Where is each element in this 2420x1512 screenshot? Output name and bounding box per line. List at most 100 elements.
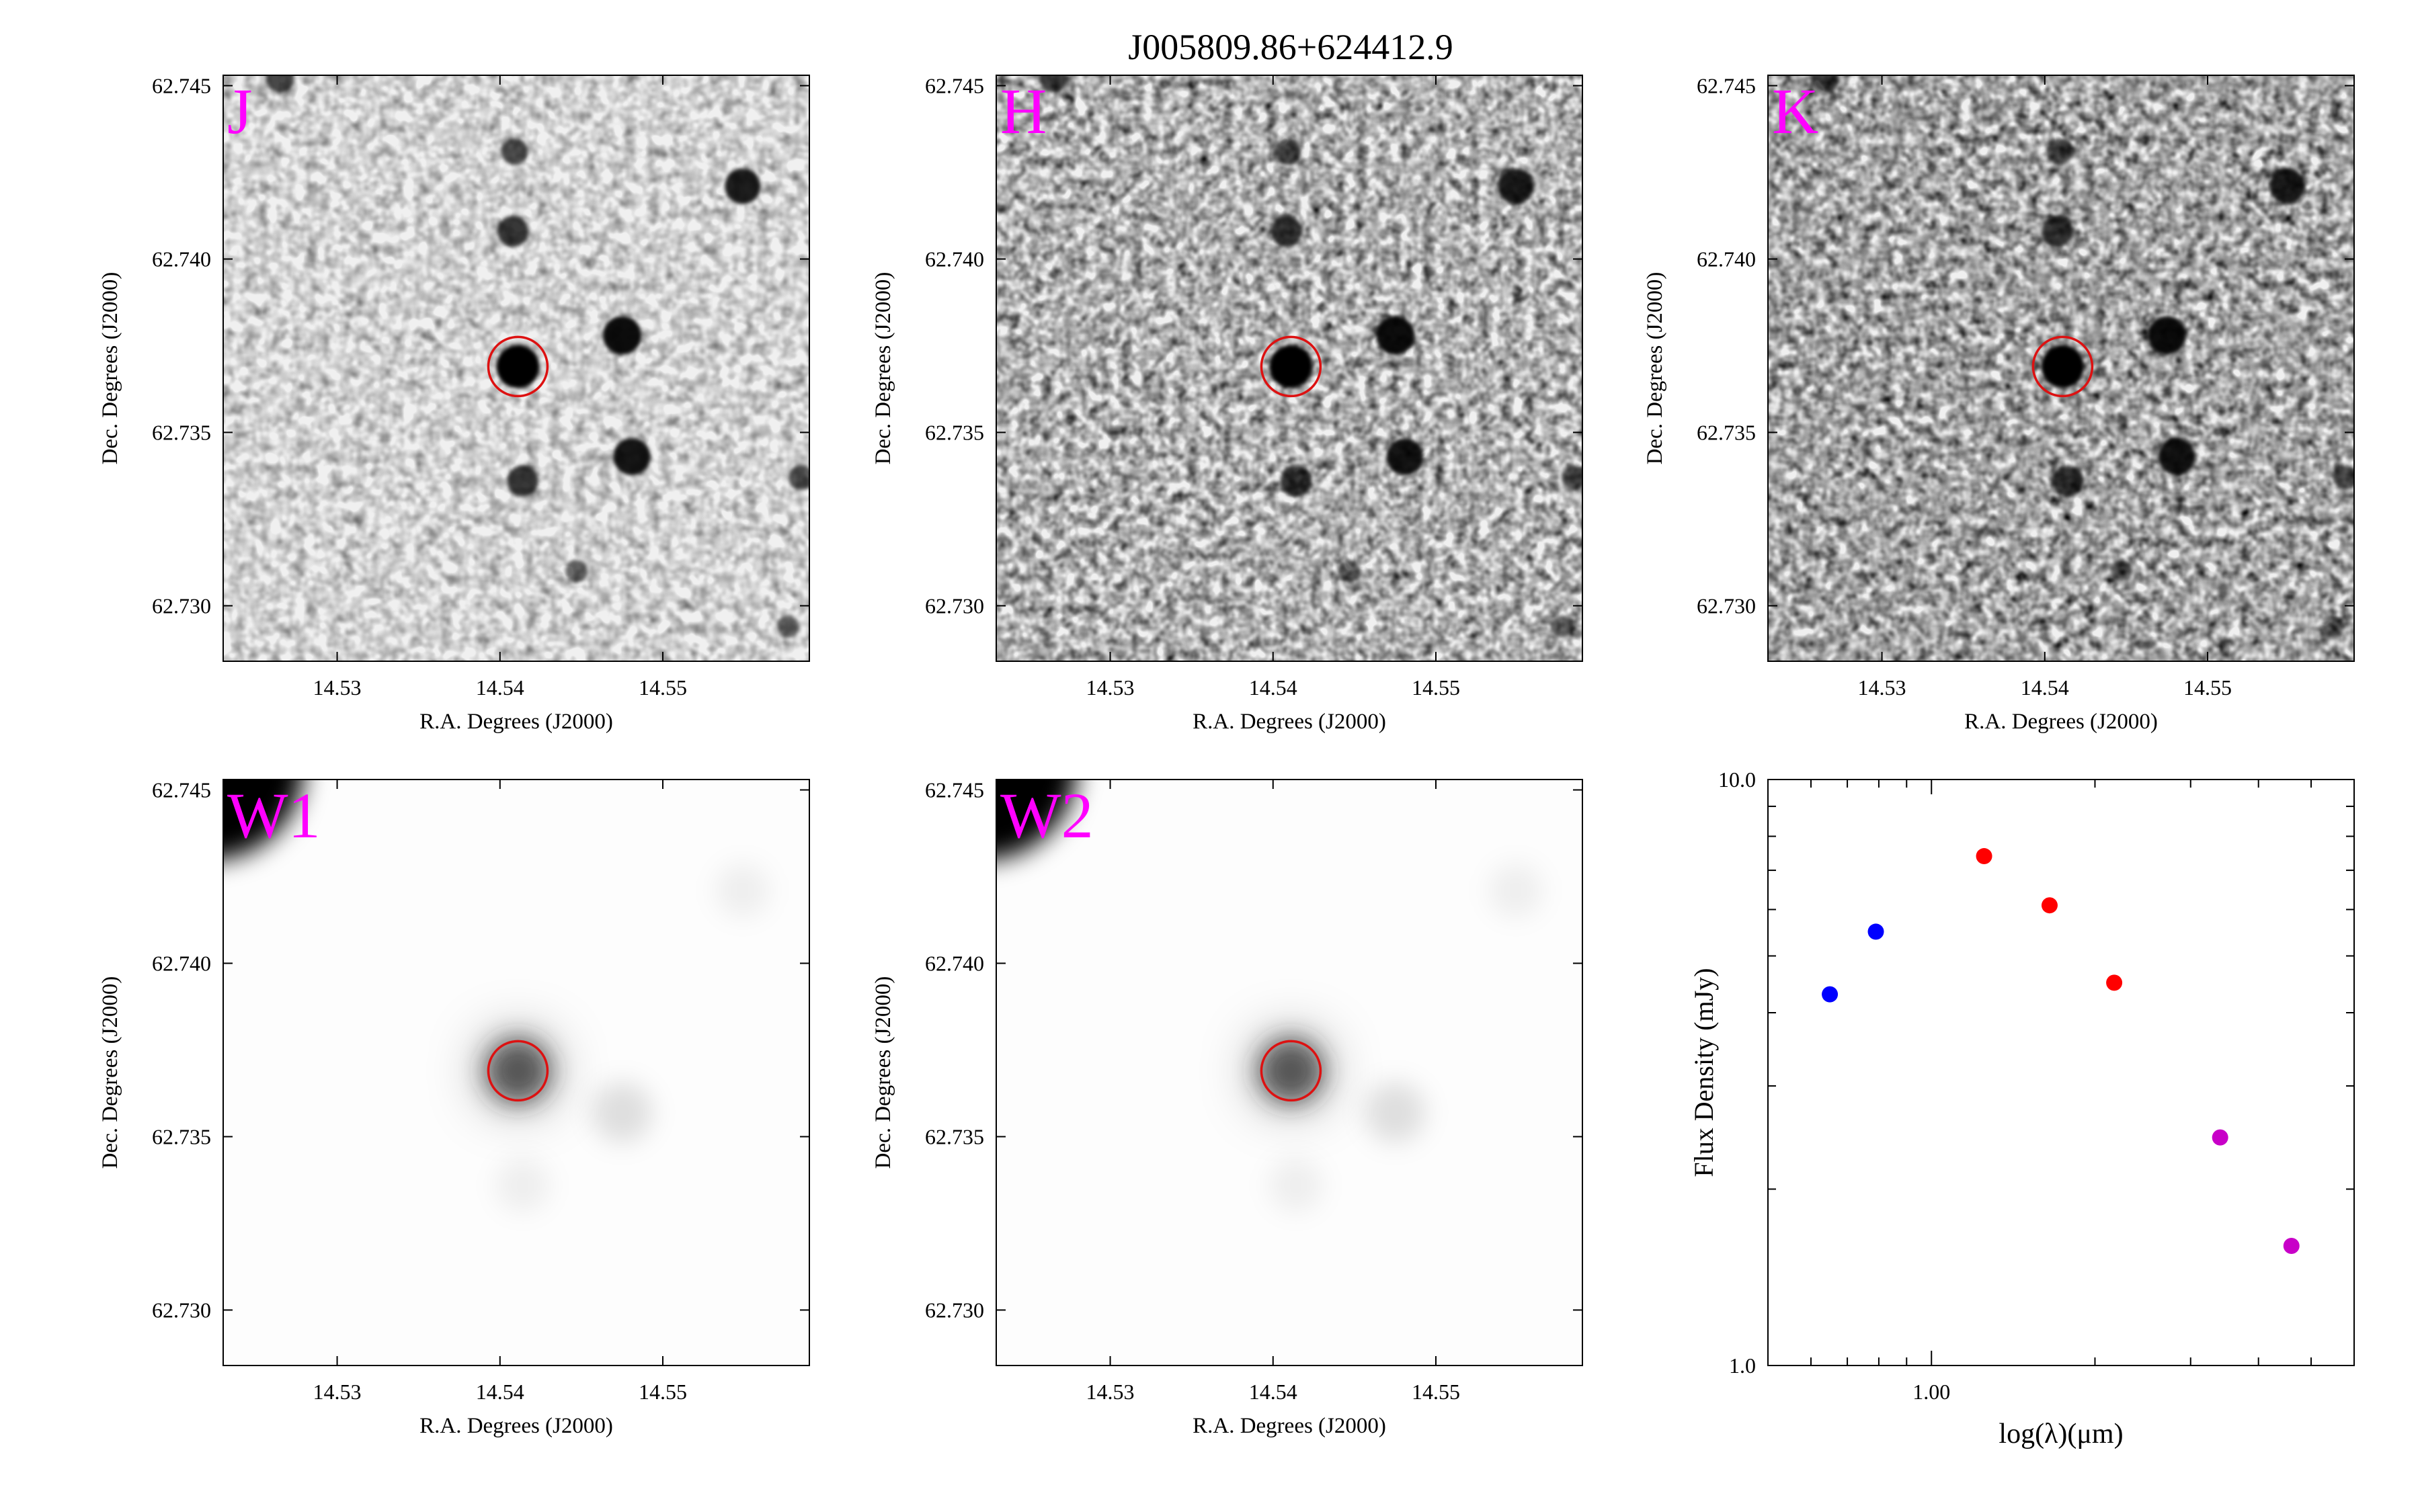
diffuse-emission (715, 864, 770, 918)
y-axis-label: Dec. Degrees (J2000) (871, 272, 895, 465)
axes-frame (1767, 75, 2355, 662)
diffuse-emission (495, 1158, 550, 1212)
star-source (2158, 437, 2195, 476)
star-source (1810, 75, 1839, 93)
x-tick-label: 14.53 (1086, 1380, 1135, 1404)
y-tick-label: 62.730 (925, 593, 984, 618)
y-tick-label: 62.735 (152, 1124, 211, 1148)
y-tick-label: 62.740 (152, 247, 211, 271)
y-axis-label: Flux Density (mJy) (1689, 968, 1719, 1177)
y-tick-label: 62.735 (1697, 420, 1756, 444)
y-tick-label: 1.0 (1729, 1353, 1756, 1378)
star-source (789, 464, 809, 491)
image-panel-k: K 14.53 14.54 14.55 62.730 62.735 62.740 62.745… (1643, 73, 2355, 734)
star-source (2052, 465, 2083, 497)
sed-plot: 1.0 10.0 1.00 log(λ)(μm) Flux Density (mJy) (1689, 767, 2355, 1450)
x-tick-label: 14.55 (639, 1380, 687, 1404)
star-source (602, 316, 642, 355)
image-panel-j: J 14.53 14.54 14.55 62.730 62.735 62.740 62.745… (98, 73, 810, 734)
x-tick-label: 14.55 (639, 675, 687, 700)
star-source (725, 168, 761, 204)
x-tick-label: 14.54 (476, 1380, 524, 1404)
x-axis-label: R.A. Degrees (J2000) (419, 1414, 613, 1438)
y-tick-label: 62.740 (925, 247, 984, 271)
x-axis-label: log(λ)(μm) (1999, 1419, 2123, 1450)
band-label: W1 (227, 780, 321, 851)
star-source (1338, 560, 1361, 583)
y-tick-label: 62.735 (152, 420, 211, 444)
y-tick-label: 62.745 (925, 73, 984, 97)
y-tick-label: 62.730 (1697, 593, 1756, 618)
x-tick-label: 14.53 (313, 1380, 362, 1404)
sed-point (1822, 986, 1839, 1003)
y-axis-label: Dec. Degrees (J2000) (98, 976, 122, 1169)
star-source (485, 1038, 551, 1103)
sed-point (2106, 974, 2123, 991)
y-tick-label: 62.745 (152, 778, 211, 802)
sed-point (2041, 897, 2058, 914)
axes-frame (996, 779, 1583, 1366)
star-source (565, 560, 588, 583)
x-tick-label: 1.00 (1912, 1380, 1950, 1404)
star-source (1280, 465, 1312, 497)
y-tick-label: 62.745 (1697, 73, 1756, 97)
y-tick-label: 62.730 (152, 1298, 211, 1322)
y-tick-label: 62.740 (152, 951, 211, 975)
x-tick-label: 14.55 (2183, 675, 2232, 700)
bright-corner-source (996, 780, 1076, 859)
y-axis-label: Dec. Degrees (J2000) (1643, 272, 1667, 465)
sed-point (2212, 1129, 2228, 1146)
x-axis-label: R.A. Degrees (J2000) (419, 710, 613, 734)
y-tick-label: 62.730 (152, 593, 211, 618)
target-circle (1260, 1040, 1322, 1102)
axes-frame (223, 75, 810, 662)
bright-corner-source (223, 780, 303, 859)
axes-frame (223, 779, 810, 1366)
star-source (1386, 437, 1424, 476)
band-label: W2 (1000, 780, 1094, 851)
y-axis-label: Dec. Degrees (J2000) (871, 976, 895, 1169)
target-circle (2031, 335, 2094, 398)
star-source (1270, 215, 1302, 247)
star-source (2042, 215, 2074, 247)
star-source (1498, 168, 1534, 204)
sed-point (1976, 848, 1992, 865)
star-source (507, 465, 538, 497)
x-axis-label: R.A. Degrees (J2000) (1964, 710, 2158, 734)
diffuse-emission (1488, 864, 1543, 918)
star-source (2269, 168, 2306, 204)
star-source (2046, 138, 2073, 165)
star-source (613, 437, 651, 476)
star-source (2333, 464, 2354, 491)
y-tick-label: 62.745 (152, 73, 211, 97)
y-tick-label: 62.740 (1697, 247, 1756, 271)
star-source (2321, 615, 2345, 638)
star-source (1562, 464, 1582, 491)
star-source (776, 615, 800, 638)
star-source (2110, 560, 2133, 583)
x-axis-label: R.A. Degrees (J2000) (1193, 1414, 1386, 1438)
x-tick-label: 14.54 (476, 675, 524, 700)
star-source (2041, 345, 2085, 388)
y-tick-label: 62.745 (925, 778, 984, 802)
image-panel-h: H 14.53 14.54 14.55 62.730 62.735 62.740 62.745… (871, 73, 1583, 734)
image-panel-w2: W2 14.53 14.54 14.55 62.730 62.735 62.740 62.74… (871, 778, 1583, 1438)
target-circle (487, 1040, 549, 1102)
band-label: K (1772, 75, 1818, 147)
axes-frame (996, 75, 1583, 662)
x-tick-label: 14.53 (1858, 675, 1906, 700)
star-source (497, 215, 529, 247)
y-tick-label: 62.735 (925, 1124, 984, 1148)
x-tick-label: 14.55 (1412, 675, 1460, 700)
star-source (1274, 138, 1301, 165)
x-tick-label: 14.55 (1412, 1380, 1460, 1404)
star-source (496, 345, 540, 388)
y-tick-label: 62.735 (925, 420, 984, 444)
diffuse-emission (1365, 1082, 1426, 1143)
y-tick-label: 10.0 (1718, 767, 1756, 792)
star-source (2147, 316, 2187, 355)
x-axis-label: R.A. Degrees (J2000) (1193, 710, 1386, 734)
target-circle (1260, 335, 1322, 398)
diffuse-emission (1268, 1158, 1323, 1212)
